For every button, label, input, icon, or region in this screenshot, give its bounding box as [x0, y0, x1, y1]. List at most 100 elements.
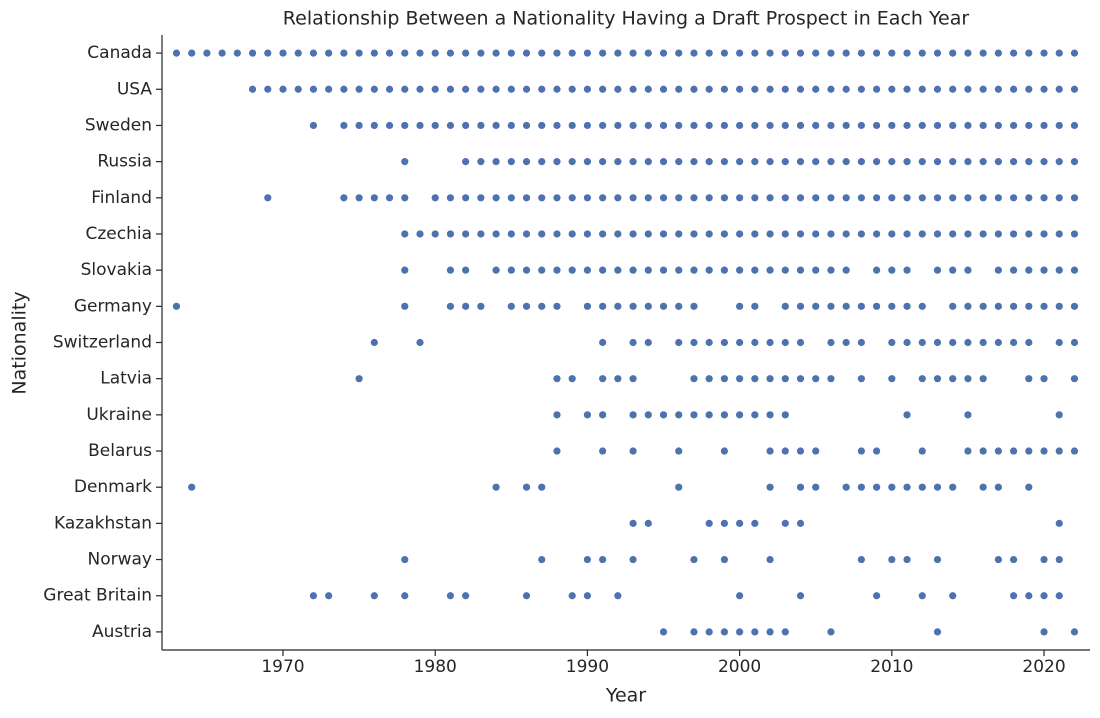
dot [933, 121, 942, 130]
dot [842, 483, 850, 491]
dot [736, 49, 744, 57]
dot [781, 302, 789, 310]
dot [492, 194, 500, 202]
dot [659, 628, 668, 636]
dot [553, 194, 561, 202]
dot [827, 121, 835, 130]
dot [873, 158, 881, 166]
dot [538, 266, 546, 274]
dot [644, 411, 652, 419]
dot [949, 49, 957, 57]
dot [949, 194, 957, 202]
dot [1025, 49, 1033, 57]
dot [355, 49, 363, 57]
dot [583, 302, 592, 310]
y-tick-label: Great Britain [43, 586, 152, 606]
dot [979, 85, 987, 93]
dot [583, 411, 592, 419]
dot [933, 483, 942, 491]
dot [979, 302, 987, 310]
dot [370, 121, 378, 130]
dot [1055, 230, 1063, 238]
dot [949, 302, 957, 310]
dot [355, 194, 363, 202]
y-tick-label: Belarus [88, 441, 152, 461]
dot [842, 121, 850, 130]
dot [583, 194, 592, 202]
dot [918, 338, 926, 347]
dot [446, 121, 455, 130]
dot [568, 194, 576, 202]
dot [857, 194, 865, 202]
dot [629, 411, 637, 419]
dot [507, 266, 515, 274]
dot [903, 302, 911, 310]
dot [675, 158, 683, 166]
dot [507, 302, 515, 310]
dot [796, 302, 805, 310]
dot [918, 375, 926, 383]
dot [994, 194, 1002, 202]
dot [370, 194, 378, 202]
dot [492, 483, 500, 491]
dot [477, 121, 485, 130]
dot [522, 483, 531, 491]
dot [903, 194, 911, 202]
dot [1009, 266, 1018, 274]
dot [766, 85, 774, 93]
dot [766, 628, 774, 636]
dot [1070, 194, 1079, 202]
dot [629, 447, 637, 455]
dot [401, 266, 409, 274]
dot [949, 85, 957, 93]
dot [522, 266, 531, 274]
dot [614, 49, 622, 57]
dot [401, 230, 409, 238]
dot [888, 483, 896, 491]
dot [994, 85, 1002, 93]
dot [827, 302, 835, 310]
y-tick-label: Russia [97, 152, 152, 172]
dot [781, 194, 789, 202]
dot [309, 85, 318, 93]
dot [1009, 85, 1018, 93]
dot [675, 411, 683, 419]
dot [583, 266, 592, 274]
dot [1025, 266, 1033, 274]
dot [766, 121, 774, 130]
dot [462, 85, 470, 93]
dot [918, 230, 926, 238]
dot [659, 49, 668, 57]
dot [857, 158, 865, 166]
dot [979, 447, 987, 455]
dot [918, 158, 926, 166]
dot [857, 555, 865, 564]
dot [279, 85, 287, 93]
dot [873, 302, 881, 310]
dot [949, 592, 957, 600]
dot [736, 194, 744, 202]
dot [964, 121, 972, 130]
dot [325, 49, 333, 57]
dot [614, 266, 622, 274]
dot [431, 194, 439, 202]
dot [888, 302, 896, 310]
dot [979, 338, 987, 347]
dot [812, 49, 820, 57]
dot [568, 230, 576, 238]
dot [705, 266, 713, 274]
dot [705, 121, 713, 130]
dot [705, 375, 713, 383]
dot [462, 158, 470, 166]
dot [538, 555, 546, 564]
dot [766, 338, 774, 347]
dot [979, 483, 987, 491]
dot [583, 121, 592, 130]
dot [325, 592, 333, 600]
dot [888, 230, 896, 238]
dot [1055, 338, 1063, 347]
dot [857, 375, 865, 383]
dot [644, 49, 652, 57]
dot [675, 266, 683, 274]
dot [1040, 49, 1048, 57]
